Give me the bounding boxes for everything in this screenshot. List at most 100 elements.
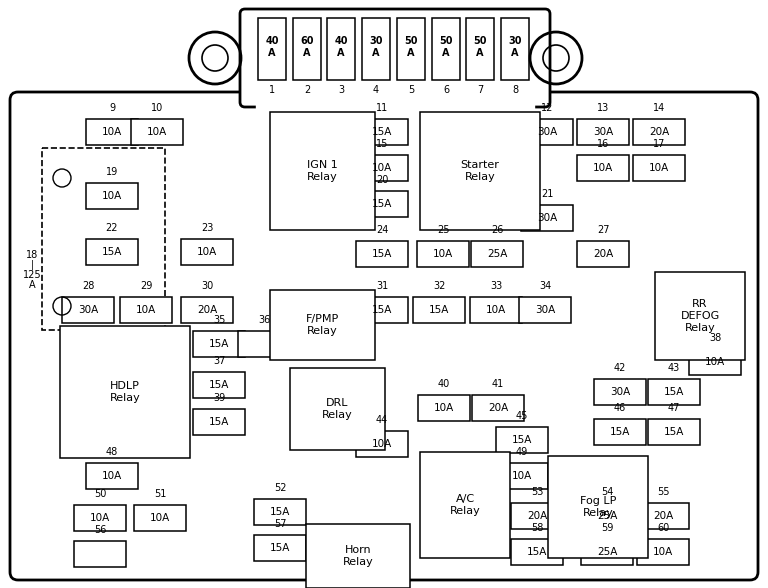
Text: 10A: 10A bbox=[147, 127, 167, 137]
Text: 11: 11 bbox=[376, 103, 388, 113]
Text: A/C
Relay: A/C Relay bbox=[449, 494, 480, 516]
Text: 5: 5 bbox=[408, 85, 414, 95]
Text: 17: 17 bbox=[653, 139, 665, 149]
Text: HDLP
Relay: HDLP Relay bbox=[110, 381, 141, 403]
Text: 35: 35 bbox=[213, 315, 225, 325]
Bar bbox=[74, 541, 126, 567]
Bar bbox=[86, 183, 138, 209]
Text: 21: 21 bbox=[541, 189, 553, 199]
Text: 52: 52 bbox=[273, 483, 286, 493]
Text: 30: 30 bbox=[201, 281, 214, 291]
Text: 40
A: 40 A bbox=[265, 36, 279, 58]
Bar bbox=[633, 155, 685, 181]
Text: 30A: 30A bbox=[537, 127, 557, 137]
Text: 10A: 10A bbox=[372, 163, 392, 173]
Bar bbox=[327, 18, 355, 80]
Text: 15A: 15A bbox=[372, 249, 392, 259]
Bar bbox=[655, 272, 745, 360]
Text: 15A: 15A bbox=[102, 247, 122, 257]
Text: 44: 44 bbox=[376, 415, 388, 425]
Bar bbox=[181, 297, 233, 323]
Text: 36: 36 bbox=[258, 315, 270, 325]
Text: 25: 25 bbox=[437, 225, 449, 235]
Text: F/PMP
Relay: F/PMP Relay bbox=[306, 314, 339, 336]
Bar bbox=[254, 535, 306, 561]
FancyBboxPatch shape bbox=[10, 92, 758, 580]
Text: 40
A: 40 A bbox=[334, 36, 348, 58]
Bar bbox=[60, 326, 190, 458]
Bar bbox=[519, 297, 571, 323]
Bar bbox=[86, 239, 138, 265]
Bar bbox=[577, 241, 629, 267]
Bar bbox=[648, 379, 700, 405]
Bar bbox=[594, 419, 646, 445]
Text: 19: 19 bbox=[106, 167, 118, 177]
Bar bbox=[193, 372, 245, 398]
Bar bbox=[581, 503, 633, 529]
Text: 34: 34 bbox=[539, 281, 551, 291]
Bar bbox=[511, 503, 563, 529]
Bar bbox=[356, 119, 408, 145]
Bar bbox=[633, 119, 685, 145]
Text: 25A: 25A bbox=[487, 249, 507, 259]
Bar bbox=[290, 368, 385, 450]
Text: 10A: 10A bbox=[486, 305, 506, 315]
Bar bbox=[256, 95, 534, 115]
Text: 10A: 10A bbox=[433, 249, 453, 259]
Bar bbox=[258, 18, 286, 80]
Bar bbox=[62, 297, 114, 323]
Text: 14: 14 bbox=[653, 103, 665, 113]
Bar bbox=[356, 431, 408, 457]
Bar bbox=[420, 112, 540, 230]
Bar bbox=[362, 18, 390, 80]
Text: Horn
Relay: Horn Relay bbox=[343, 545, 373, 567]
Text: 20A: 20A bbox=[649, 127, 669, 137]
Text: 15A: 15A bbox=[209, 380, 229, 390]
Text: 60
A: 60 A bbox=[300, 36, 314, 58]
Text: 20A: 20A bbox=[593, 249, 613, 259]
Text: 30A: 30A bbox=[535, 305, 555, 315]
Text: 10A: 10A bbox=[102, 191, 122, 201]
Bar bbox=[193, 331, 245, 357]
Text: 3: 3 bbox=[338, 85, 344, 95]
Text: 9: 9 bbox=[109, 103, 115, 113]
Text: DRL
Relay: DRL Relay bbox=[322, 398, 353, 420]
Text: 54: 54 bbox=[601, 487, 613, 497]
Text: 43: 43 bbox=[668, 363, 680, 373]
Text: 15A: 15A bbox=[527, 547, 547, 557]
Text: 25A: 25A bbox=[597, 511, 617, 521]
Bar bbox=[86, 119, 138, 145]
Text: 53: 53 bbox=[531, 487, 543, 497]
Text: 8: 8 bbox=[512, 85, 518, 95]
Text: 10: 10 bbox=[151, 103, 163, 113]
Text: 125: 125 bbox=[23, 270, 41, 280]
Text: 24: 24 bbox=[376, 225, 388, 235]
Bar bbox=[238, 331, 290, 357]
Text: 31: 31 bbox=[376, 281, 388, 291]
Text: 20A: 20A bbox=[527, 511, 547, 521]
Text: 50: 50 bbox=[94, 489, 106, 499]
Text: 10A: 10A bbox=[102, 471, 122, 481]
Text: 50
A: 50 A bbox=[404, 36, 418, 58]
Text: 40: 40 bbox=[438, 379, 450, 389]
Text: 20A: 20A bbox=[488, 403, 508, 413]
Text: 10A: 10A bbox=[102, 127, 122, 137]
Text: 20A: 20A bbox=[653, 511, 673, 521]
Text: 57: 57 bbox=[273, 519, 286, 529]
Text: 15A: 15A bbox=[209, 417, 229, 427]
Bar bbox=[637, 539, 689, 565]
Text: 50
A: 50 A bbox=[439, 36, 453, 58]
Text: 26: 26 bbox=[491, 225, 503, 235]
Bar bbox=[120, 297, 172, 323]
Bar bbox=[293, 18, 321, 80]
Text: 10A: 10A bbox=[434, 403, 454, 413]
Bar bbox=[418, 395, 470, 421]
Text: Starter
Relay: Starter Relay bbox=[461, 160, 499, 182]
Text: Fog LP
Relay: Fog LP Relay bbox=[580, 496, 616, 518]
Text: 15A: 15A bbox=[429, 305, 449, 315]
Text: 10A: 10A bbox=[705, 357, 725, 367]
Text: 59: 59 bbox=[601, 523, 613, 533]
Bar bbox=[270, 112, 375, 230]
Text: 30A: 30A bbox=[537, 213, 557, 223]
Text: 10A: 10A bbox=[593, 163, 613, 173]
